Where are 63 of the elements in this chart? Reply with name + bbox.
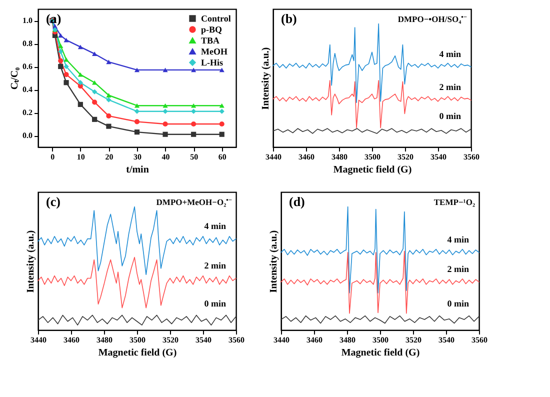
x-tick-label: 3560 [472,336,488,344]
annotation: (b) [281,11,297,26]
x-tick-label: 3460 [64,336,80,344]
y-tick-label: 0.8 [22,39,32,48]
x-tick-label: 3540 [430,152,446,162]
x-tick-label: 10 [76,152,85,162]
y-tick-label: 1.0 [22,16,32,25]
series-label: 0 min [204,298,226,308]
x-tick-label: 3440 [266,152,282,162]
legend-label: MeOH [201,46,228,56]
annotation: DMPO+MeOH−O₂$^{•−}$ [156,196,232,207]
x-tick-label: 3520 [398,152,414,162]
x-tick-label: 3560 [464,152,480,162]
x-tick-label: 3460 [298,152,314,162]
series-label: 0 min [439,111,461,122]
legend-label: TBA [201,36,220,46]
series-label: 2 min [447,264,469,274]
annotation: TEMP−¹O₂ [434,197,476,207]
x-tick-label: 30 [134,152,142,162]
x-tick-label: 3540 [196,336,212,344]
x-axis-title: Magnetic field (G) [98,348,177,358]
series-label: 4 min [204,220,226,231]
x-tick-label: 3500 [372,336,388,344]
y-axis-title: Cₜ/C₀ [10,67,20,90]
x-tick-label: 3560 [228,336,244,344]
x-tick-label: 3480 [96,336,112,344]
series-label: 4 min [439,48,461,59]
series-label: 0 min [447,298,469,308]
x-tick-label: 3440 [274,336,290,344]
x-tick-label: 60 [218,152,226,162]
x-tick-label: 3480 [340,336,356,344]
x-tick-label: 3520 [162,336,178,344]
annotation: (c) [46,194,60,209]
y-tick-label: 0.0 [22,131,32,140]
x-axis-title: t/min [126,164,150,176]
x-tick-label: 0 [50,152,55,162]
x-tick-label: 3460 [306,336,322,344]
x-tick-label: 3440 [30,336,46,344]
series-label: 4 min [447,234,469,244]
legend-label: Control [201,14,232,24]
annotation: (d) [289,194,305,209]
y-tick-label: 0.6 [22,62,32,71]
x-tick-label: 40 [162,152,170,162]
x-tick-label: 3520 [406,336,422,344]
annotation: DMPO−•OH/SO₄$^{•−}$ [398,14,468,24]
legend-label: p-BQ [201,24,222,34]
y-tick-label: 0.2 [22,108,32,117]
y-tick-label: 0.4 [22,85,32,94]
x-tick-label: 20 [105,152,114,162]
x-tick-label: 3500 [364,152,380,162]
series-label: 2 min [439,82,461,92]
x-tick-label: 50 [190,152,198,162]
x-axis-title: Magnetic field (G) [333,164,412,176]
annotation: (a) [46,11,62,26]
series-label: 2 min [204,260,226,270]
legend-label: L-His [201,58,224,68]
x-tick-label: 3480 [332,152,348,162]
x-axis-title: Magnetic field (G) [341,348,420,358]
x-tick-label: 3540 [438,336,454,344]
y-axis-title: Intensity (a.u.) [260,47,272,110]
x-tick-label: 3500 [130,336,146,344]
y-axis-title: Intensity (a.u.) [268,230,280,293]
y-axis-title: Intensity (a.u.) [26,230,36,293]
